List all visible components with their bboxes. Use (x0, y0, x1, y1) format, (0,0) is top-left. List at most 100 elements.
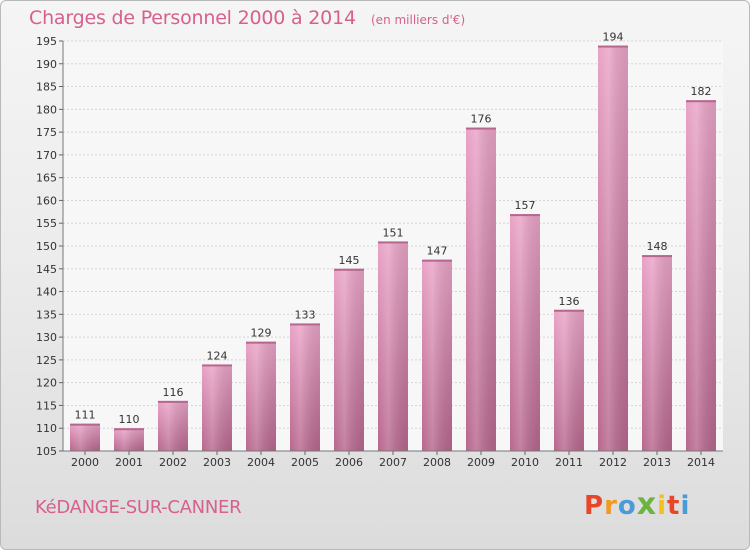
bar-shine (466, 127, 496, 452)
proxiti-logo: Proxiti (584, 487, 690, 522)
bar-top-edge (114, 428, 144, 431)
bar-2002 (158, 400, 188, 451)
bar-top-edge (202, 364, 232, 367)
bars (70, 45, 716, 452)
x-axis-ticks: 2000 2001 2002 2003 2004 2005 2006 2007 2008 2009… (71, 451, 715, 469)
bar-2011 (554, 309, 584, 451)
bar-shine (554, 309, 584, 451)
bar-2001 (114, 428, 144, 451)
bar-shine (202, 364, 232, 451)
bar-shine (642, 255, 672, 451)
x-tick-label: 2006 (335, 456, 363, 469)
y-tick-label: 155 (36, 217, 57, 230)
bar-shine (598, 45, 628, 452)
brand-letter: o (617, 491, 637, 521)
y-tick-label: 180 (36, 103, 57, 116)
y-tick-label: 140 (36, 286, 57, 299)
brand-letter: t (667, 491, 681, 521)
bar-2003 (202, 364, 232, 451)
value-label: 111 (75, 409, 96, 422)
bar-2009 (466, 127, 496, 452)
value-label: 145 (339, 254, 360, 267)
brand-letter: P (584, 491, 605, 521)
bar-top-edge (554, 309, 584, 312)
bar-2013 (642, 255, 672, 451)
bar-shine (686, 100, 716, 451)
bar-2007 (378, 241, 408, 451)
bar-2000 (70, 423, 100, 451)
bar-top-edge (510, 214, 540, 217)
value-label: 157 (515, 199, 536, 212)
y-axis-ticks: 105 110 115 120 125 130 135 140 145 150 155 160 165 1… (36, 35, 63, 458)
commune-name: KéDANGE-SUR-CANNER (35, 497, 242, 518)
brand-letter: r (604, 491, 618, 521)
bar-top-edge (422, 259, 452, 262)
value-label: 147 (427, 245, 448, 258)
bar-top-edge (642, 255, 672, 258)
x-tick-label: 2000 (71, 456, 99, 469)
y-tick-label: 145 (36, 263, 57, 276)
brand-letter: i (657, 491, 668, 521)
brand-letter: i (680, 491, 691, 521)
bar-shine (114, 428, 144, 451)
value-label: 182 (691, 85, 712, 98)
value-label: 116 (163, 386, 184, 399)
y-tick-label: 125 (36, 354, 57, 367)
value-label: 110 (119, 413, 140, 426)
x-tick-label: 2013 (643, 456, 671, 469)
y-tick-label: 105 (36, 445, 57, 458)
bar-top-edge (246, 341, 276, 344)
bar-2004 (246, 341, 276, 451)
y-tick-label: 135 (36, 308, 57, 321)
bar-top-edge (598, 45, 628, 48)
chart-title: Charges de Personnel 2000 à 2014 (29, 7, 356, 29)
value-label: 129 (251, 327, 272, 340)
bar-top-edge (686, 100, 716, 103)
chart-unit-note: (en milliers d'€) (371, 13, 466, 27)
value-label: 136 (559, 295, 580, 308)
y-tick-label: 130 (36, 331, 57, 344)
bar-top-edge (334, 268, 364, 271)
x-tick-label: 2014 (687, 456, 715, 469)
bar-shine (422, 259, 452, 451)
value-label: 151 (383, 226, 404, 239)
x-tick-label: 2005 (291, 456, 319, 469)
bar-shine (290, 323, 320, 451)
y-tick-label: 195 (36, 35, 57, 48)
bar-2010 (510, 214, 540, 451)
x-tick-label: 2010 (511, 456, 539, 469)
value-label: 194 (603, 31, 624, 44)
value-label: 148 (647, 240, 668, 253)
y-tick-label: 190 (36, 58, 57, 71)
bar-top-edge (466, 127, 496, 130)
x-tick-label: 2003 (203, 456, 231, 469)
x-tick-label: 2011 (555, 456, 583, 469)
bar-top-edge (158, 400, 188, 403)
brand-letter: x (636, 487, 658, 522)
y-tick-label: 185 (36, 81, 57, 94)
x-tick-label: 2007 (379, 456, 407, 469)
y-tick-label: 160 (36, 194, 57, 207)
y-tick-label: 175 (36, 126, 57, 139)
bar-shine (334, 268, 364, 451)
y-tick-label: 150 (36, 240, 57, 253)
bar-shine (246, 341, 276, 451)
bar-top-edge (290, 323, 320, 326)
value-label: 124 (207, 349, 228, 362)
value-label: 176 (471, 113, 492, 126)
value-label: 133 (295, 308, 316, 321)
x-tick-label: 2012 (599, 456, 627, 469)
x-tick-label: 2004 (247, 456, 275, 469)
bar-shine (378, 241, 408, 451)
bar-2008 (422, 259, 452, 451)
bar-2014 (686, 100, 716, 451)
bar-shine (70, 423, 100, 451)
value-labels: 111 110 116 124 129 133 145 151 147 176 157 136 194 1… (75, 31, 712, 427)
x-tick-label: 2002 (159, 456, 187, 469)
x-tick-label: 2001 (115, 456, 143, 469)
bar-2005 (290, 323, 320, 451)
y-tick-label: 110 (36, 422, 57, 435)
bar-top-edge (378, 241, 408, 244)
